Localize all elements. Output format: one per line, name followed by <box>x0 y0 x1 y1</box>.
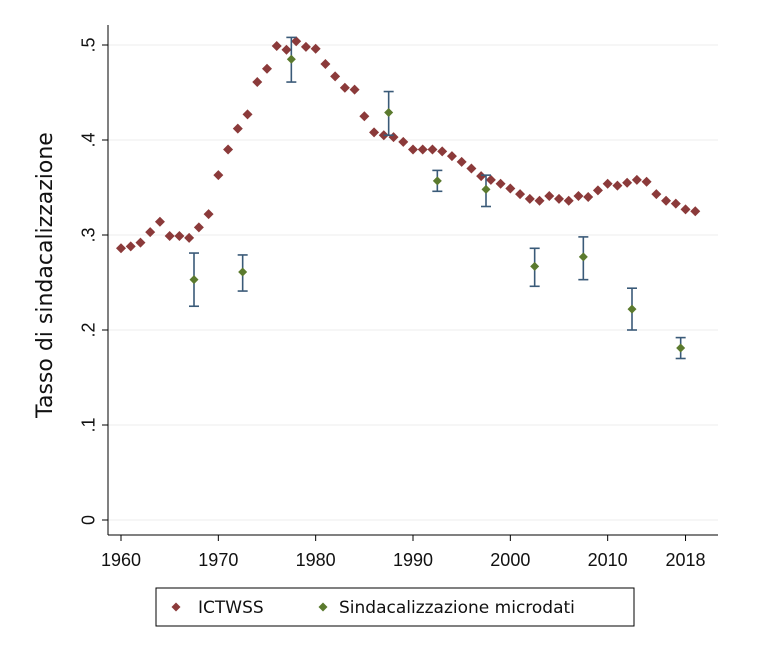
ictwss-point <box>262 63 272 74</box>
ictwss-point <box>310 43 321 54</box>
ictwss-point <box>612 180 623 191</box>
x-tick-label: 1960 <box>101 550 141 570</box>
ictwss-point <box>252 77 263 88</box>
ictwss-point <box>427 144 438 155</box>
ictwss-point <box>125 241 136 252</box>
ictwss-point <box>232 123 243 134</box>
ictwss-point <box>281 44 292 55</box>
legend-box <box>155 587 635 627</box>
ictwss-point <box>320 59 331 69</box>
ictwss-point <box>213 170 224 181</box>
y-tick-label: .4 <box>78 132 98 147</box>
ictwss-point <box>116 243 126 254</box>
ictwss-point <box>622 177 633 188</box>
ictwss-point <box>456 156 467 167</box>
legend-marker-microdati <box>318 602 328 612</box>
y-tick-label: .1 <box>78 417 98 432</box>
ictwss-point <box>291 36 302 47</box>
ictwss-point <box>135 237 146 248</box>
ictwss-point <box>534 195 545 206</box>
ictwss-point <box>369 127 380 138</box>
x-tick-label: 1970 <box>198 550 238 570</box>
ictwss-point <box>203 209 214 220</box>
microdati-point <box>530 261 540 271</box>
ictwss-point <box>524 193 535 204</box>
legend-label-microdati: Sindacalizzazione microdati <box>339 598 575 618</box>
ictwss-point <box>680 204 691 215</box>
ictwss-point <box>408 144 418 155</box>
ictwss-point <box>651 189 662 200</box>
microdati-point <box>238 267 248 277</box>
ictwss-point <box>476 171 487 182</box>
ictwss-point <box>661 195 672 206</box>
x-tick-label: 2010 <box>588 550 628 570</box>
microdati-point <box>384 107 394 117</box>
ictwss-point <box>544 191 555 202</box>
microdati-point <box>578 252 588 262</box>
y-tick-label: .2 <box>78 322 98 337</box>
x-axis-ticks: 1960 1970 1980 1990 2000 2010 2018 <box>101 535 706 570</box>
microdati-point <box>189 275 199 285</box>
x-tick-label: 2000 <box>490 550 530 570</box>
legend-marker-ictwss <box>171 602 181 612</box>
gridlines <box>108 44 718 521</box>
ictwss-point <box>554 193 564 204</box>
legend-label-ictwss: ICTWSS <box>198 598 264 618</box>
ictwss-point <box>398 136 409 147</box>
ictwss-point <box>145 227 156 238</box>
ictwss-point <box>515 189 526 200</box>
ictwss-point <box>330 71 341 82</box>
microdati-point <box>676 343 686 353</box>
ictwss-point <box>495 178 506 189</box>
ictwss-point <box>485 174 496 185</box>
ictwss-point <box>466 163 477 174</box>
ictwss-point <box>583 192 594 202</box>
ictwss-point <box>223 144 234 155</box>
microdati-point <box>432 176 442 186</box>
microdati-point <box>627 304 637 314</box>
ictwss-point <box>184 232 195 243</box>
ictwss-point <box>592 185 603 196</box>
microdati-point <box>286 54 296 64</box>
ictwss-point <box>174 230 185 241</box>
x-tick-label: 1980 <box>296 550 336 570</box>
ictwss-point <box>300 41 311 52</box>
ictwss-point <box>641 176 652 187</box>
ictwss-point <box>446 151 457 162</box>
legend: ICTWSS Sindacalizzazione microdati <box>155 587 635 627</box>
y-tick-label: .5 <box>78 37 98 52</box>
ictwss-point <box>349 84 360 95</box>
ictwss-point <box>388 132 399 143</box>
ictwss-point <box>563 195 574 206</box>
ictwss-point <box>602 178 613 189</box>
ictwss-point <box>193 222 204 233</box>
y-tick-label: 0 <box>78 515 98 525</box>
ictwss-point <box>690 206 701 217</box>
y-tick-label: .3 <box>78 227 98 242</box>
x-tick-label: 1990 <box>393 550 433 570</box>
ictwss-point <box>339 82 350 93</box>
ictwss-point <box>417 144 428 155</box>
ictwss-point <box>505 183 516 194</box>
series-ictwss <box>116 36 701 254</box>
ictwss-point <box>631 174 642 185</box>
series-microdati <box>189 36 686 360</box>
ictwss-point <box>359 111 370 122</box>
ictwss-point <box>164 230 175 241</box>
ictwss-point <box>573 191 584 202</box>
axes <box>107 25 718 536</box>
y-axis-title: Tasso di sindacalizzazione <box>33 132 58 419</box>
ictwss-point <box>271 40 282 51</box>
ictwss-point <box>242 109 253 120</box>
y-axis-ticks: 0 .1 .2 .3 .4 .5 <box>78 37 108 525</box>
ictwss-point <box>437 146 448 157</box>
ictwss-point <box>154 216 165 227</box>
x-tick-label: 2018 <box>666 550 706 570</box>
ictwss-point <box>670 198 681 209</box>
microdati-point <box>481 184 491 194</box>
